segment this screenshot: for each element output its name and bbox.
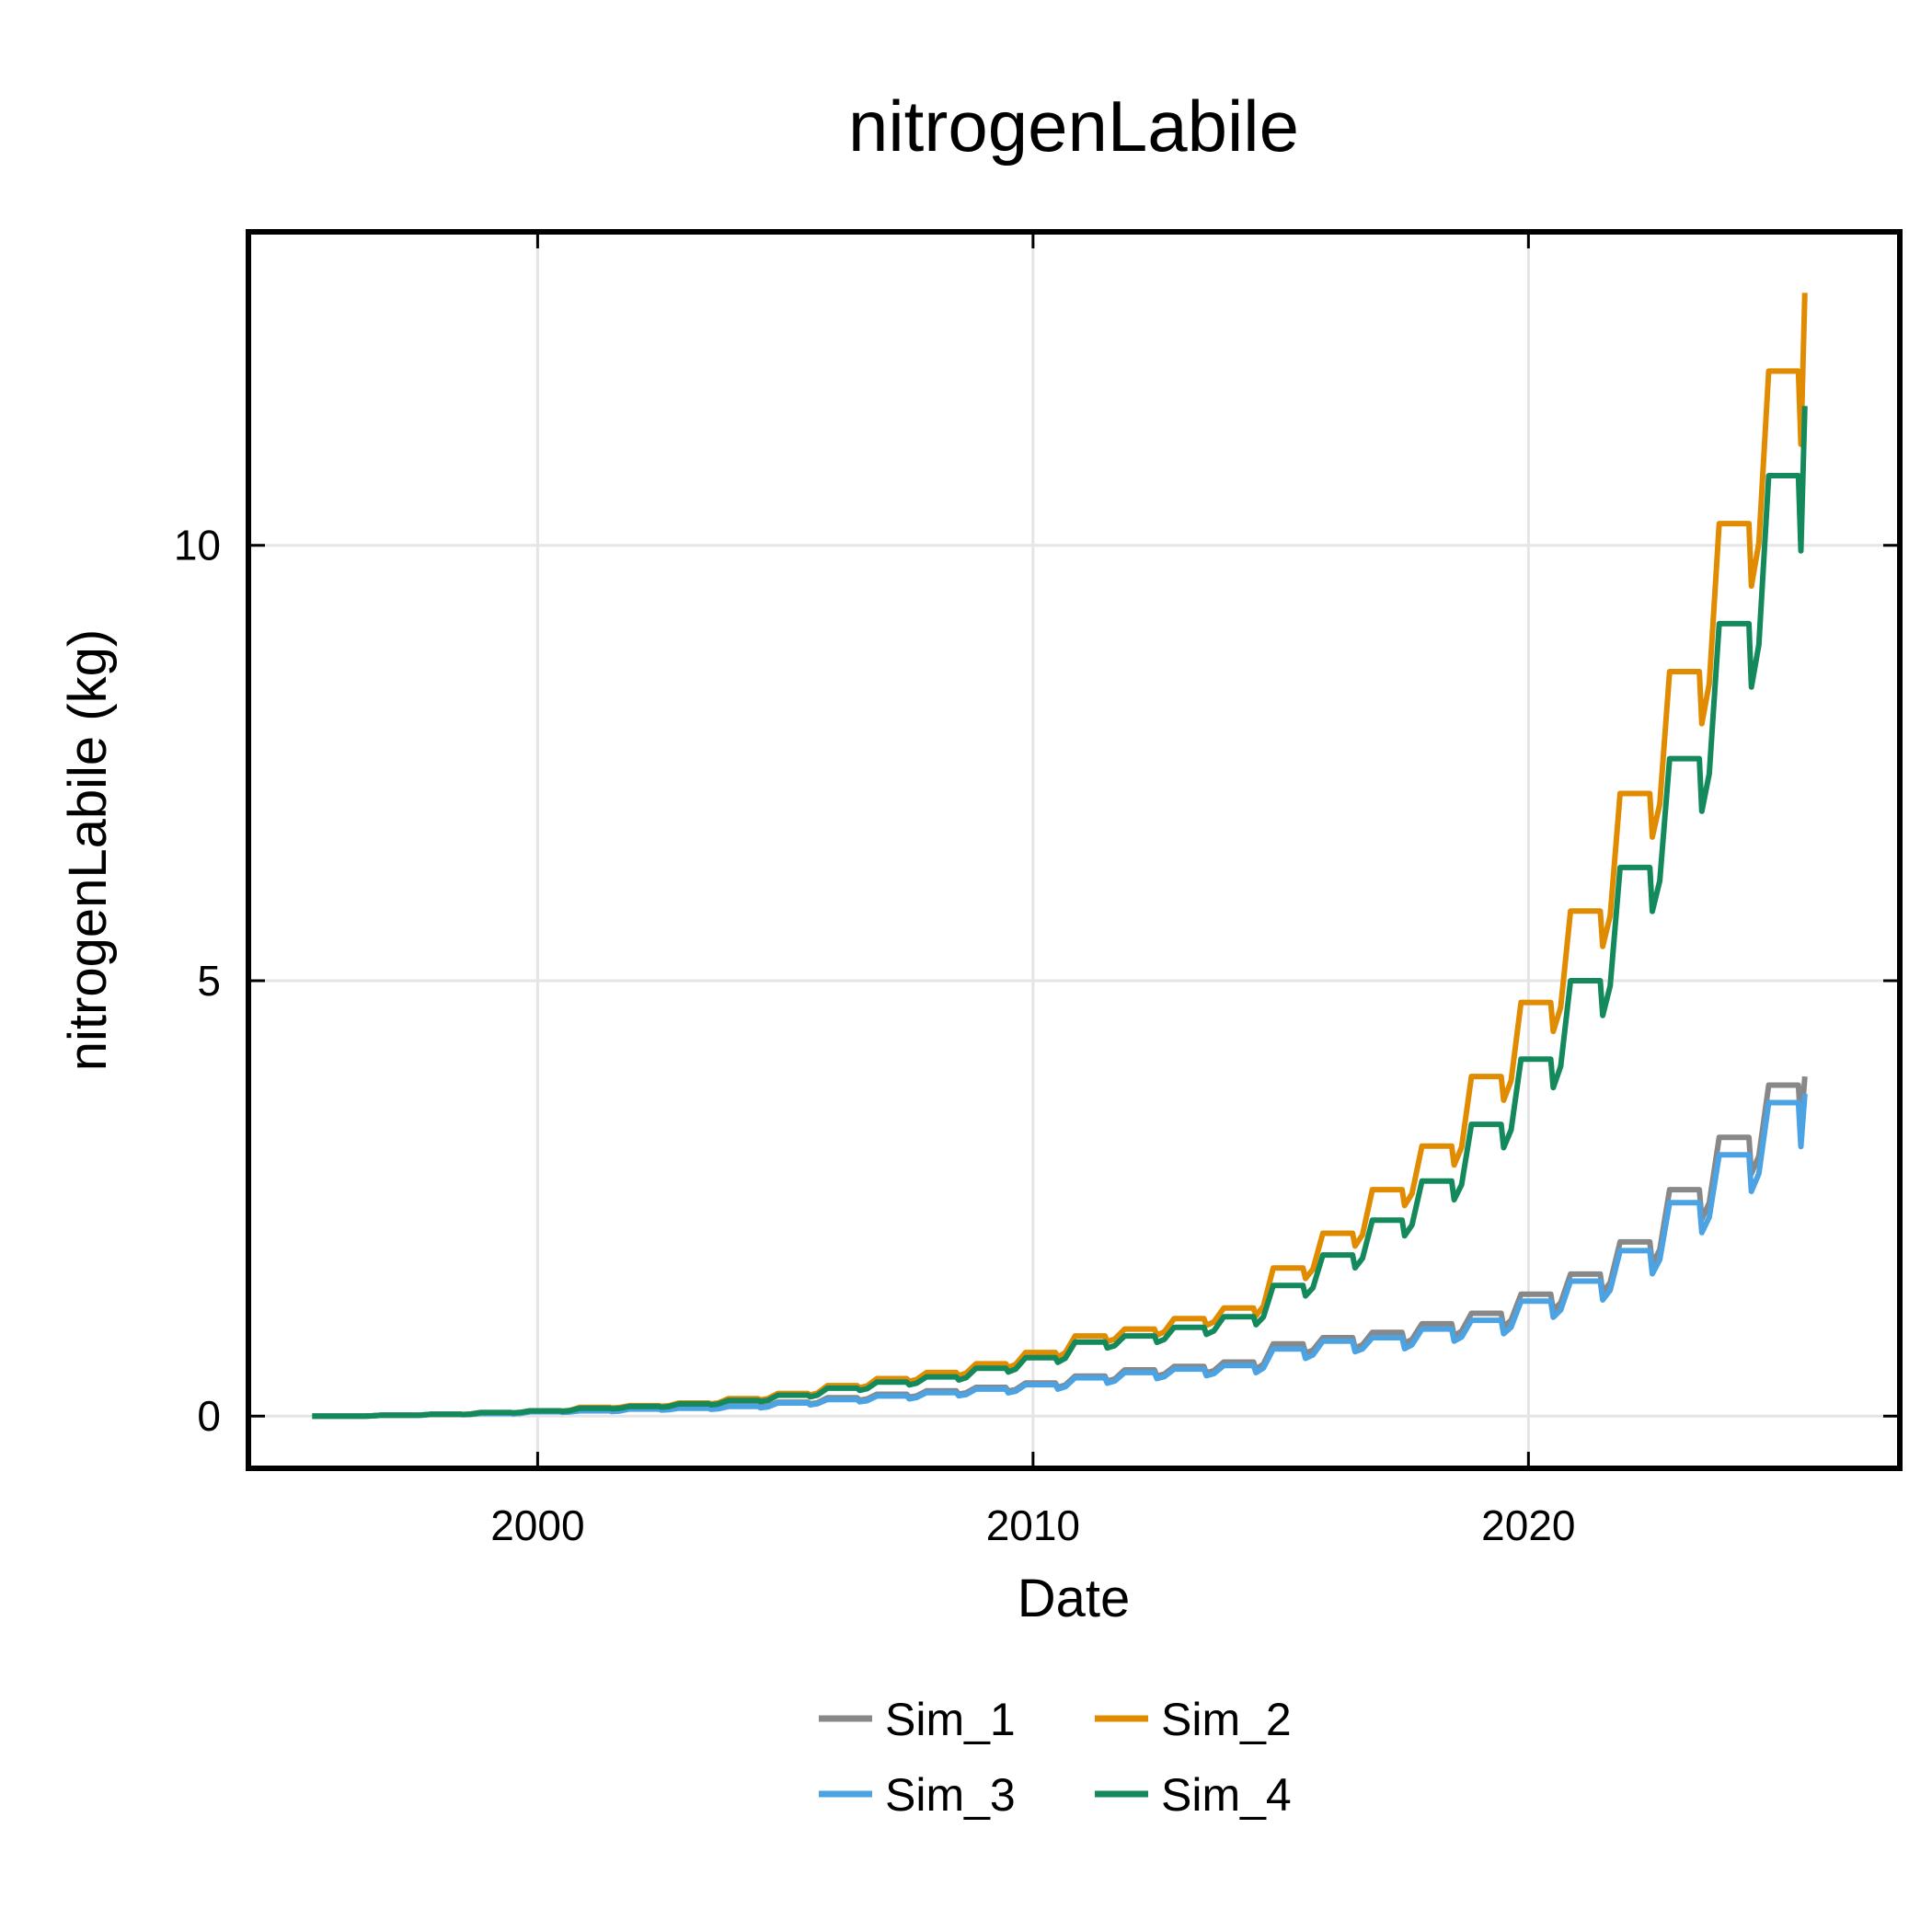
chart-title: nitrogenLabile xyxy=(848,86,1299,167)
x-tick-label: 2000 xyxy=(490,1501,584,1549)
y-axis-label: nitrogenLabile (kg) xyxy=(58,629,118,1071)
x-axis-label: Date xyxy=(1018,1569,1131,1628)
axis-ticks: 2000 2010 2020 0 5 10 xyxy=(174,232,1900,1549)
legend-label-sim-1: Sim_1 xyxy=(885,1694,1016,1745)
plot-frame xyxy=(246,229,1903,1471)
x-tick-label: 2010 xyxy=(986,1501,1080,1549)
series-line-sim-3 xyxy=(312,1093,1808,1420)
legend-label-sim-4: Sim_4 xyxy=(1161,1769,1292,1821)
series-line-sim-2 xyxy=(312,293,1808,1420)
y-tick-label: 10 xyxy=(174,522,221,569)
legend-label-sim-2: Sim_2 xyxy=(1161,1694,1292,1745)
series-line-sim-1 xyxy=(312,1075,1808,1420)
legend: Sim_1 Sim_2 Sim_3 Sim_4 xyxy=(819,1694,1292,1821)
legend-label-sim-3: Sim_3 xyxy=(885,1769,1016,1821)
plot-area xyxy=(312,293,1808,1420)
y-tick-label: 5 xyxy=(197,957,221,1005)
y-tick-label: 0 xyxy=(197,1392,221,1440)
series-line-sim-4 xyxy=(312,406,1808,1420)
grid-lines xyxy=(248,232,1900,1468)
x-tick-label: 2020 xyxy=(1481,1501,1575,1549)
